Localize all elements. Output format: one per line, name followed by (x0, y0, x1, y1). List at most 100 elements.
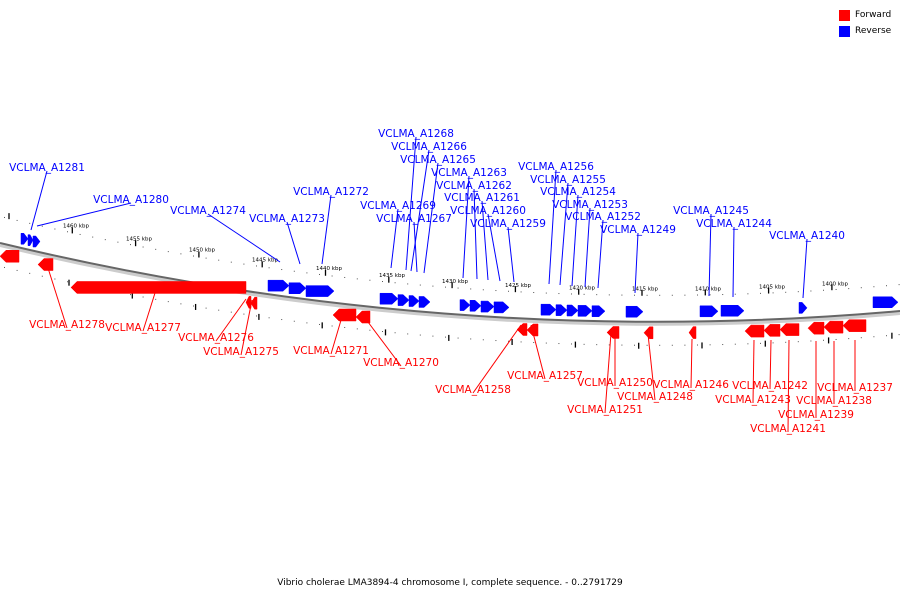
scale-dot (41, 275, 43, 277)
scale-dot (67, 281, 68, 283)
scale-dot (256, 265, 257, 267)
gene-label: VCLMA_A1256 (518, 161, 594, 173)
gene-label: VCLMA_A1267 (376, 213, 452, 225)
scale-dot (533, 292, 535, 294)
reverse-gene-arrow (720, 305, 745, 317)
scale-dot (810, 290, 812, 292)
gene-label: VCLMA_A1270 (363, 357, 439, 369)
forward-gene-arrow (823, 320, 844, 334)
label-leaders (30, 136, 856, 433)
legend-reverse-label: Reverse (855, 26, 892, 36)
scale-dot (760, 342, 761, 344)
forward-gene-arrow (807, 321, 825, 335)
scale-dot (205, 257, 207, 259)
scale-ticks: 1460 kbp 1455 kbp 1450 kbp 1445 kbp 1440 kbp… (4, 213, 900, 349)
scale-dot (193, 305, 194, 307)
scale-dot (709, 294, 711, 296)
scale-dot (268, 267, 270, 269)
forward-gene-arrow (842, 319, 867, 332)
scale-dot (29, 272, 31, 274)
scale-tick-label: 1445 kbp (252, 258, 278, 264)
scale-dot (634, 344, 635, 346)
gene-label: VCLMA_A1266 (391, 141, 467, 153)
leader-line (410, 149, 430, 272)
reverse-gene-arrow (267, 279, 290, 292)
gene-labels: VCLMA_A1281VCLMA_A1280VCLMA_A1274VCLMA_A… (9, 128, 893, 435)
leader-line (405, 136, 417, 271)
gene-label: VCLMA_A1239 (778, 409, 854, 421)
scale-dot (634, 294, 635, 296)
leader-line (634, 232, 639, 294)
scale-dot (734, 293, 736, 295)
scale-tick-label: 1415 kbp (632, 287, 658, 293)
scale-dot (898, 284, 900, 286)
scale-dot (457, 287, 459, 289)
reverse-gene-arrow (20, 233, 29, 245)
reverse-gene-arrow (493, 301, 510, 314)
scale-dot (545, 342, 547, 344)
leader-line (481, 200, 489, 281)
scale-dot (407, 333, 409, 335)
scale-dot (671, 294, 673, 296)
legend-forward-swatch (839, 10, 850, 21)
scale-dot (810, 340, 812, 342)
scale-dot (583, 293, 585, 295)
gene-label: VCLMA_A1253 (552, 199, 628, 211)
scale-tick-label: 1450 kbp (189, 248, 215, 254)
scale-dot (482, 289, 484, 291)
leader-line (473, 188, 478, 280)
reverse-gene-arrow (27, 234, 34, 246)
scale-dot (92, 236, 94, 238)
scale-dot (218, 309, 220, 311)
scale-dot (621, 294, 623, 296)
scale-dot (167, 251, 169, 253)
scale-dot (697, 294, 698, 296)
scale-dot (848, 338, 850, 340)
scale-dot (67, 231, 68, 233)
gene-features (0, 233, 899, 340)
reverse-gene-arrow (872, 296, 899, 309)
gene-label: VCLMA_A1271 (293, 345, 369, 357)
leader-line (647, 333, 656, 401)
scale-dot (898, 334, 900, 336)
scale-tick-label: 1425 kbp (505, 283, 531, 289)
scale-dot (230, 311, 232, 313)
forward-gene-arrow (763, 324, 781, 337)
gene-label: VCLMA_A1254 (540, 186, 616, 198)
scale-tick-label: 1440 kbp (316, 266, 342, 272)
forward-gene-arrow (0, 250, 20, 263)
scale-dot (760, 292, 761, 294)
gene-label: VCLMA_A1242 (732, 380, 808, 392)
scale-dot (772, 342, 774, 344)
gene-label: VCLMA_A1238 (796, 395, 872, 407)
gene-label: VCLMA_A1252 (565, 211, 641, 223)
leader-line (423, 162, 439, 274)
backbone-shadow (0, 243, 900, 326)
gene-label: VCLMA_A1245 (673, 205, 749, 217)
reverse-gene-arrow (288, 282, 307, 294)
scale-dot (886, 285, 887, 287)
reverse-gene-arrow (577, 305, 593, 317)
forward-gene-arrow (606, 326, 620, 339)
scale-dot (432, 335, 434, 337)
scale-dot (520, 341, 522, 343)
scale-dot (835, 288, 837, 290)
gene-label: VCLMA_A1269 (360, 200, 436, 212)
scale-dot (142, 296, 144, 298)
scale-dot (130, 244, 131, 246)
scale-dot (117, 241, 119, 243)
reverse-gene-arrow (32, 235, 41, 248)
scale-dot (130, 294, 131, 296)
scale-dot (104, 239, 106, 241)
gene-label: VCLMA_A1257 (507, 370, 583, 382)
reverse-gene-arrow (625, 305, 644, 318)
reverse-gene-arrow (379, 292, 399, 305)
scale-dot (470, 288, 472, 290)
reverse-gene-arrow (305, 285, 335, 297)
scale-dot (860, 337, 862, 339)
scale-dot (230, 261, 232, 263)
leader-line (769, 339, 772, 390)
scale-dot (571, 343, 572, 345)
forward-gene-arrow (355, 310, 371, 324)
scale-dot (797, 341, 799, 343)
